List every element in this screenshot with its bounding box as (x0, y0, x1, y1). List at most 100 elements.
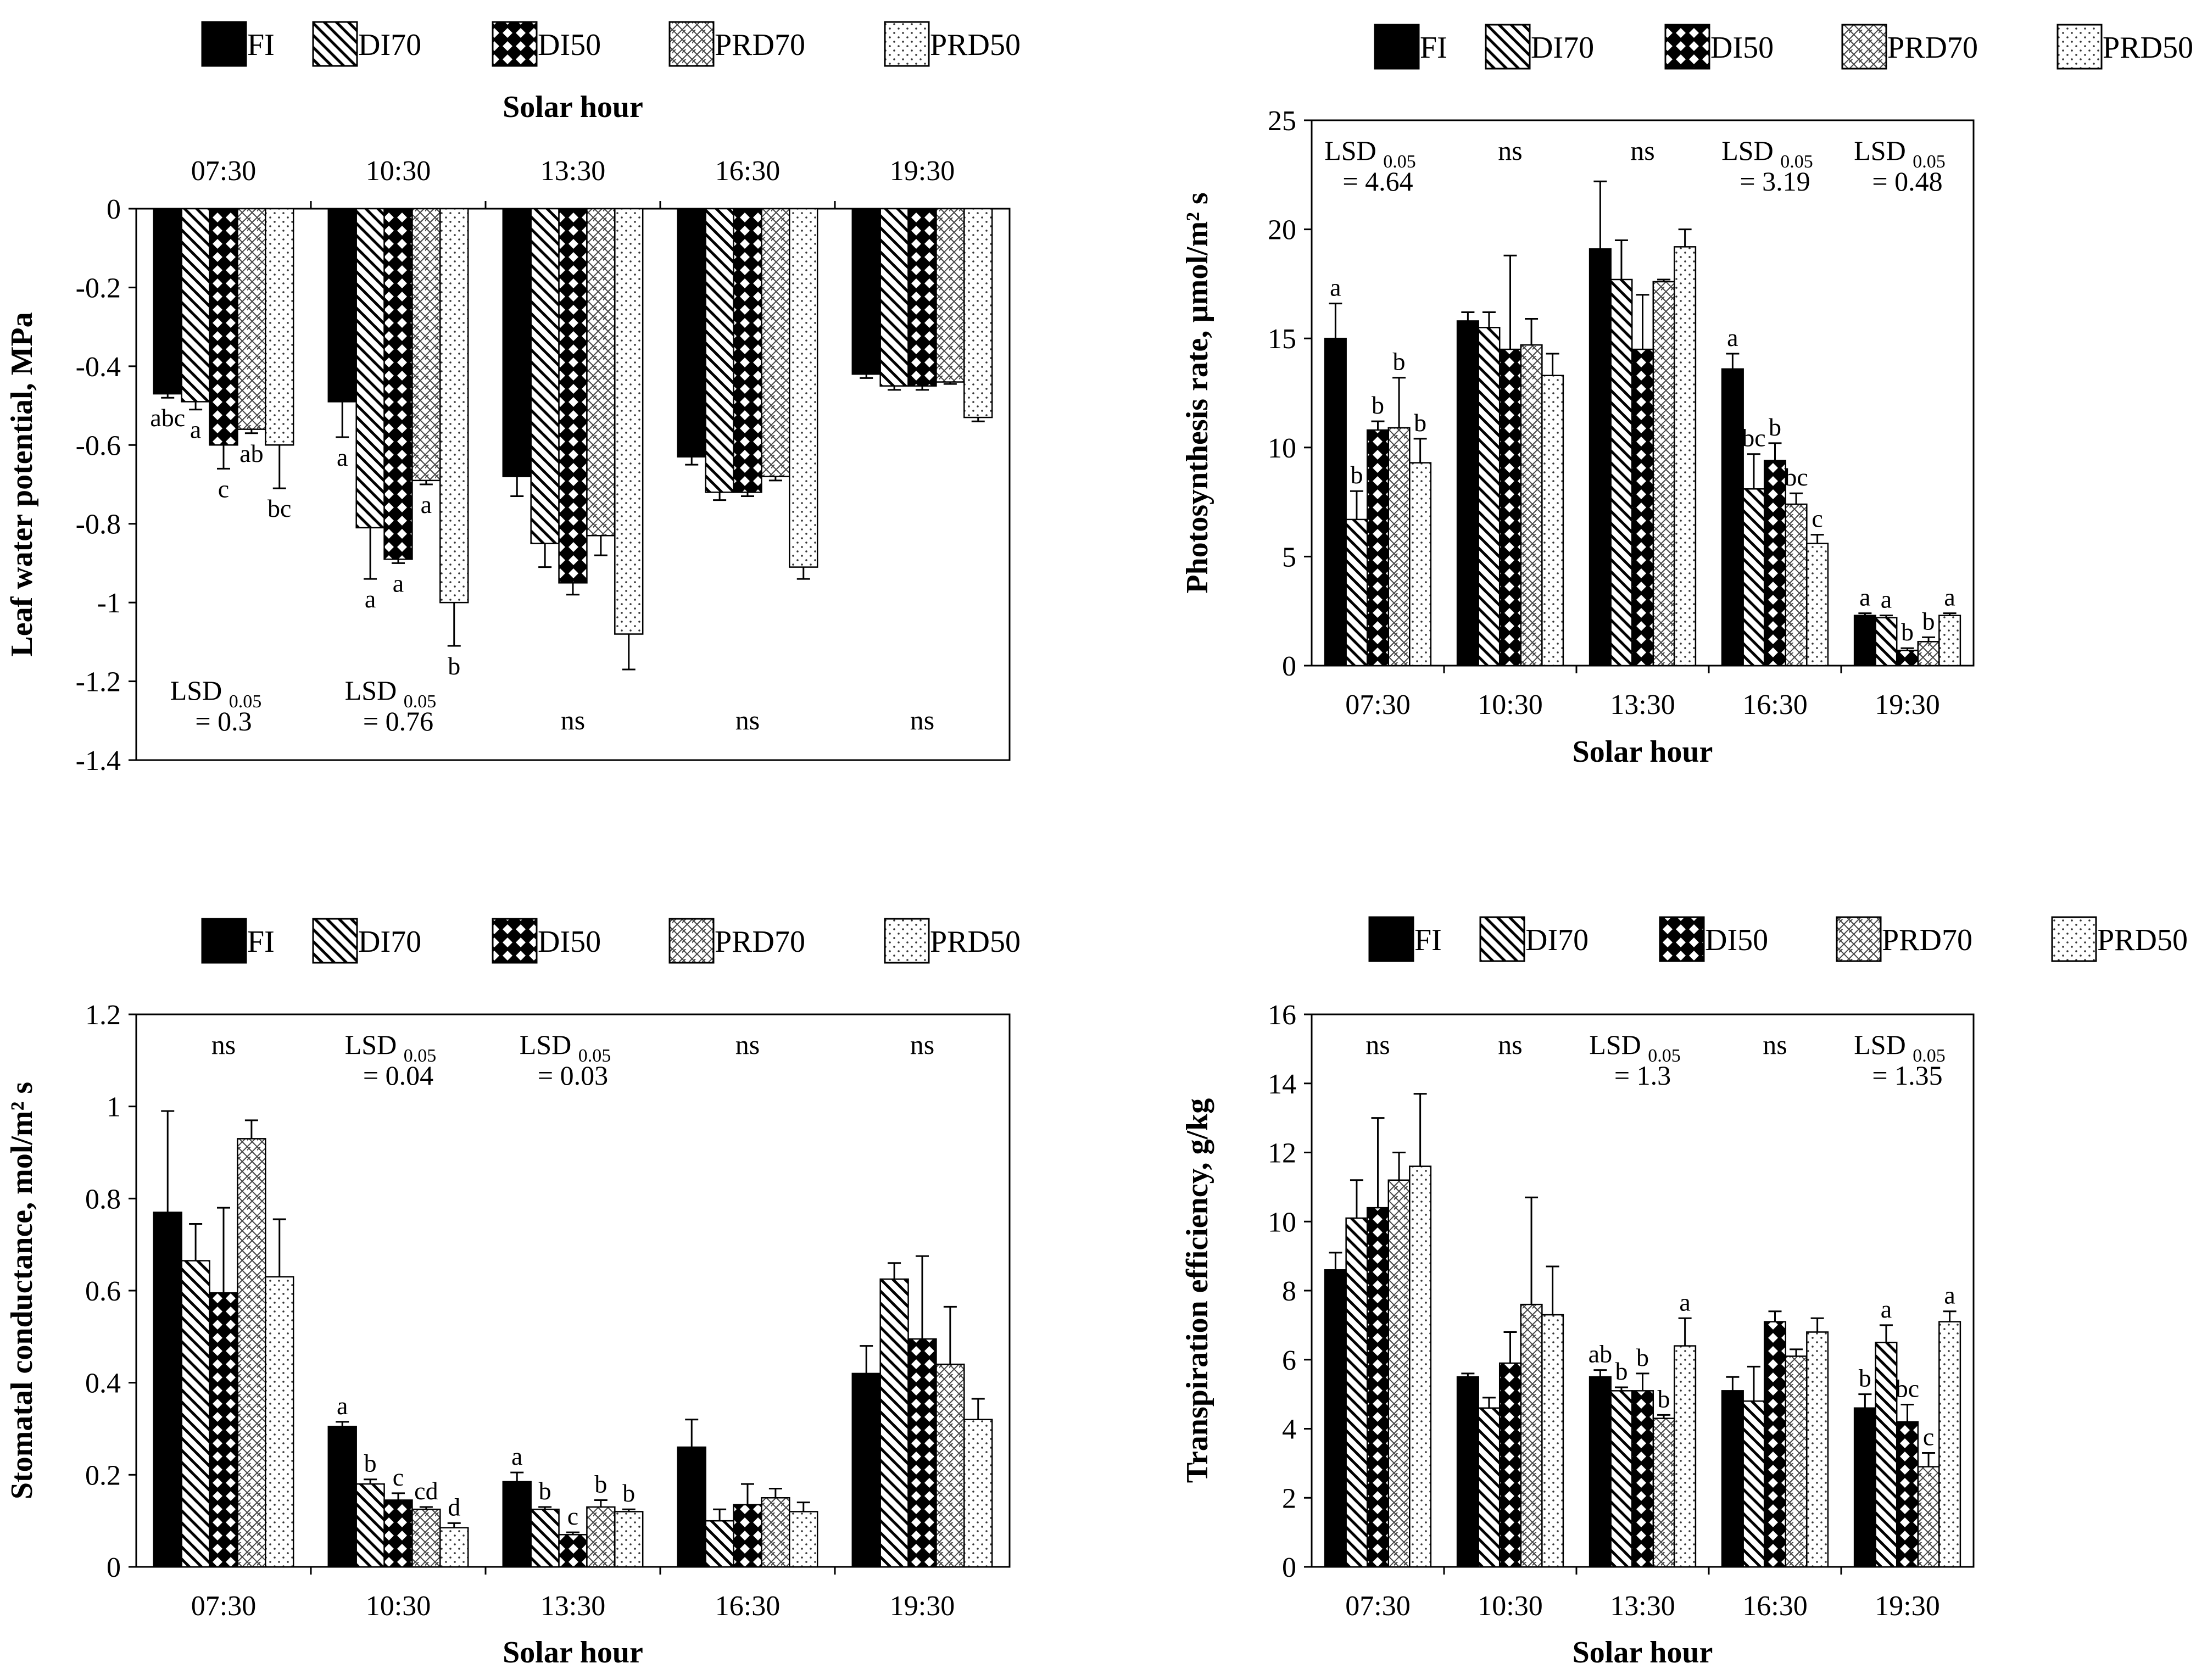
bar-di70 (1478, 327, 1501, 667)
lsd-value: = 0.76 (363, 706, 433, 736)
lsd-value: = 0.04 (363, 1060, 433, 1091)
significance-letter: b (1901, 618, 1914, 646)
significance-letter: a (190, 416, 201, 444)
bar-di50 (733, 208, 762, 493)
bar-di70 (355, 1483, 385, 1568)
significance-letter: b (622, 1479, 635, 1507)
bar-prd50 (789, 208, 818, 568)
significance-letter: b (1922, 607, 1935, 635)
significance-letter: a (1727, 323, 1738, 351)
significance-letter: a (1881, 585, 1892, 613)
significance-letter: bc (1896, 1374, 1919, 1402)
bar-prd70 (411, 1508, 441, 1568)
x-tick-label: 16:30 (715, 155, 780, 187)
x-tick-label: 19:30 (1875, 689, 1939, 721)
significance-letter: a (1944, 583, 1955, 611)
ns-annotation: ns (910, 705, 934, 735)
x-tick-label: 13:30 (1610, 689, 1675, 721)
bar-di70 (181, 1260, 210, 1568)
bar-prd70 (1387, 1179, 1411, 1568)
bar-fi (327, 1426, 357, 1568)
y-tick-label: 0.6 (85, 1276, 121, 1307)
bar-di70 (1610, 278, 1633, 667)
significance-letter: bc (267, 494, 291, 522)
x-tick-label: 07:30 (191, 1590, 256, 1622)
bar-prd70 (586, 208, 616, 537)
bar-fi (677, 208, 706, 458)
significance-letter: b (1615, 1357, 1628, 1385)
bar-di50 (1896, 649, 1919, 667)
legend-swatch-fi (201, 21, 247, 67)
significance-letter: ab (239, 439, 263, 467)
chart-panel-3: 0 0.2 0.4 0.6 0.8 1 1.2 Stomatal conductance, m… (5, 1000, 1011, 1670)
bar-prd50 (1674, 1345, 1697, 1568)
bar-prd70 (935, 1363, 965, 1568)
bar-di50 (1631, 1390, 1654, 1568)
y-tick-label: 0.2 (85, 1460, 121, 1491)
x-tick-label: 13:30 (540, 155, 605, 187)
bar-di70 (1875, 1342, 1898, 1568)
bar-di70 (705, 208, 734, 493)
bar-di50 (209, 208, 238, 446)
bar-prd50 (265, 1276, 294, 1568)
bar-di70 (1875, 617, 1898, 667)
y-tick-label: 8 (1282, 1276, 1296, 1307)
bar-prd50 (1541, 1314, 1564, 1568)
y-tick-label: -1 (97, 588, 121, 619)
significance-letter: b (1372, 391, 1384, 419)
bar-fi (1589, 248, 1612, 667)
ns-annotation: ns (211, 1029, 236, 1060)
bar-di70 (1345, 518, 1368, 667)
bar-di70 (1478, 1407, 1501, 1568)
bar-prd70 (586, 1506, 616, 1568)
y-tick-label: 0 (107, 194, 121, 225)
legend-label-prd70: PRD70 (1887, 31, 1978, 65)
legend-label-fi: FI (1420, 31, 1447, 65)
legend-label-prd70: PRD70 (1882, 923, 1972, 957)
bar-fi (1721, 368, 1744, 667)
lsd-value: = 1.35 (1872, 1060, 1942, 1091)
bar-di50 (1763, 460, 1787, 667)
significance-letter: b (1414, 409, 1426, 437)
bar-di50 (558, 1534, 588, 1568)
bar-prd70 (1520, 1303, 1543, 1568)
significance-letter: c (1812, 505, 1822, 533)
bar-di70 (1610, 1390, 1633, 1568)
bar-di70 (705, 1520, 734, 1568)
bar-di70 (1742, 1400, 1765, 1568)
bar-prd70 (1652, 281, 1675, 667)
bar-di70 (1345, 1217, 1368, 1568)
bar-prd70 (237, 1138, 266, 1568)
y-tick-label: -0.4 (76, 351, 121, 383)
ns-annotation: ns (1365, 1029, 1390, 1060)
x-axis-label: Solar hour (1573, 1636, 1713, 1670)
bar-prd70 (1387, 427, 1411, 667)
significance-letter: b (539, 1477, 551, 1505)
legend-label-di50: DI50 (1710, 31, 1774, 65)
y-tick-label: 25 (1268, 105, 1296, 137)
bar-prd50 (1938, 1321, 1961, 1568)
significance-letter: a (1881, 1295, 1892, 1323)
x-tick-label: 19:30 (890, 155, 955, 187)
lsd-value: = 4.64 (1342, 166, 1413, 197)
x-axis-label: Solar hour (1573, 735, 1713, 769)
bar-fi (1721, 1390, 1744, 1568)
significance-letter: b (1393, 348, 1406, 376)
significance-letter: d (448, 1493, 460, 1521)
y-tick-label: 0.8 (85, 1184, 121, 1215)
bar-prd70 (935, 208, 965, 383)
y-tick-label: 0.4 (85, 1368, 121, 1399)
ns-annotation: ns (1498, 1029, 1522, 1060)
x-tick-label: 10:30 (1478, 1590, 1542, 1622)
significance-letter: c (567, 1502, 578, 1530)
legend-swatch-di50 (492, 21, 538, 67)
bar-di50 (1763, 1321, 1787, 1568)
x-tick-label: 07:30 (1345, 689, 1410, 721)
legend: FI DI70 DI50 PRD70 PRD50 (1368, 916, 2188, 962)
y-tick-label: 0 (107, 1552, 121, 1583)
significance-letter: b (1350, 461, 1363, 489)
bar-prd70 (1652, 1417, 1675, 1568)
bar-prd70 (1917, 1466, 1940, 1568)
bar-fi (1853, 615, 1876, 667)
bar-di50 (1631, 348, 1654, 667)
